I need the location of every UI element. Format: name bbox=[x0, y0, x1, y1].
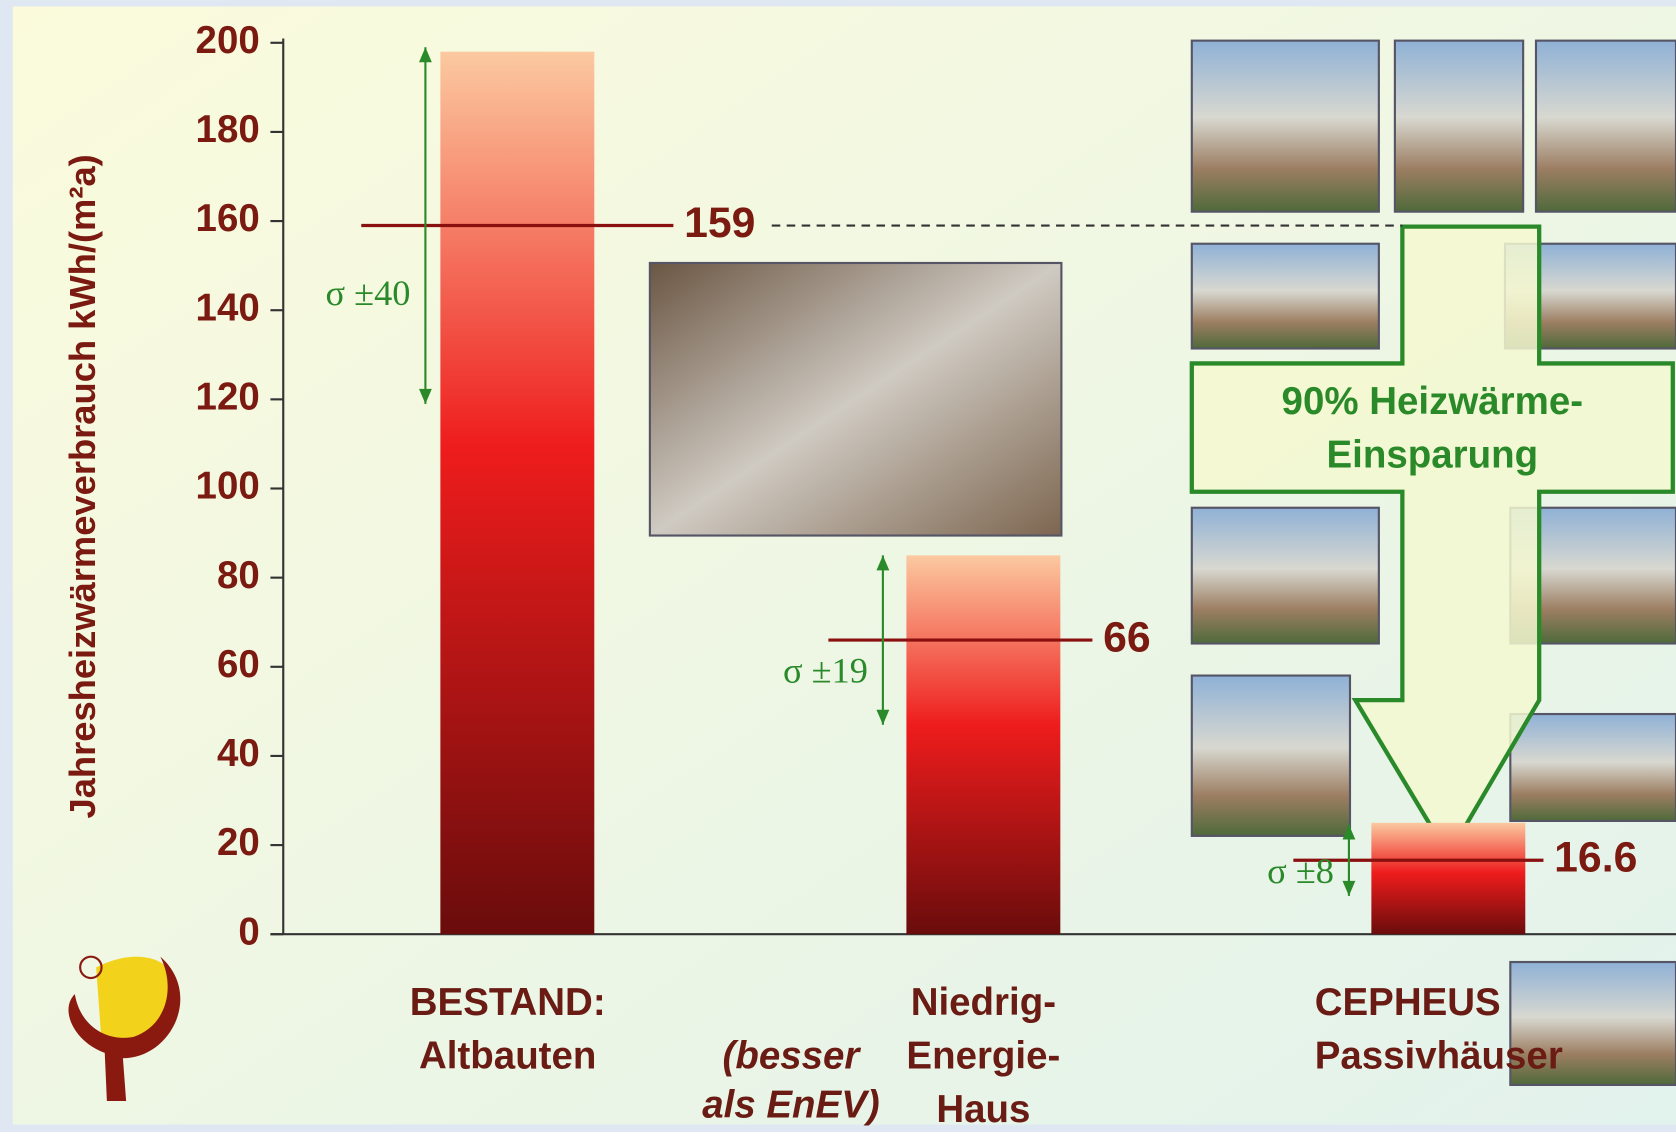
y-tick-label: 100 bbox=[196, 465, 260, 508]
arrow-head bbox=[876, 709, 890, 725]
photos bbox=[648, 39, 1676, 1087]
x-category-label: Haus bbox=[936, 1088, 1030, 1131]
y-tick-label: 80 bbox=[217, 554, 260, 597]
y-tick-label: 40 bbox=[217, 732, 260, 775]
mean-label: 66 bbox=[1103, 613, 1151, 661]
x-category-label: CEPHEUS bbox=[1315, 981, 1501, 1024]
logo bbox=[68, 955, 181, 1101]
bar bbox=[440, 51, 595, 935]
y-tick-label: 200 bbox=[196, 19, 260, 62]
note: als EnEV) bbox=[702, 1084, 879, 1127]
mean-label: 16.6 bbox=[1554, 834, 1637, 882]
x-category-label: Niedrig- bbox=[911, 981, 1056, 1024]
bar bbox=[1371, 822, 1526, 935]
y-axis-label: Jahresheizwärmeverbrauch kWh/(m²a) bbox=[62, 154, 103, 818]
arrow-head bbox=[1342, 880, 1356, 896]
arrow-text: 90% Heizwärme- bbox=[1282, 380, 1583, 423]
y-tick-label: 60 bbox=[217, 643, 260, 686]
y-tick-label: 140 bbox=[196, 286, 260, 329]
bar bbox=[906, 555, 1061, 935]
sigma-label: σ ±19 bbox=[783, 650, 868, 690]
y-tick-label: 160 bbox=[196, 197, 260, 240]
mean-label: 159 bbox=[684, 199, 755, 247]
y-tick-label: 20 bbox=[217, 821, 260, 864]
arrow-text: Einsparung bbox=[1326, 434, 1538, 477]
x-category-label: Altbauten bbox=[419, 1034, 596, 1077]
arrow-head bbox=[419, 388, 432, 404]
note: (besser bbox=[723, 1034, 862, 1077]
arrow-head bbox=[876, 555, 890, 571]
y-tick-label: 0 bbox=[238, 910, 259, 953]
x-category-label: Passivhäuser bbox=[1315, 1034, 1563, 1077]
y-tick-label: 180 bbox=[196, 108, 260, 151]
y-tick-label: 120 bbox=[196, 376, 260, 419]
sigma-label: σ ±8 bbox=[1267, 851, 1334, 891]
x-category-label: BESTAND: bbox=[410, 981, 606, 1024]
sigma-label: σ ±40 bbox=[326, 273, 411, 313]
arrow-head bbox=[419, 47, 432, 63]
x-category-label: Energie- bbox=[906, 1034, 1060, 1077]
arrow-head bbox=[1342, 824, 1356, 840]
